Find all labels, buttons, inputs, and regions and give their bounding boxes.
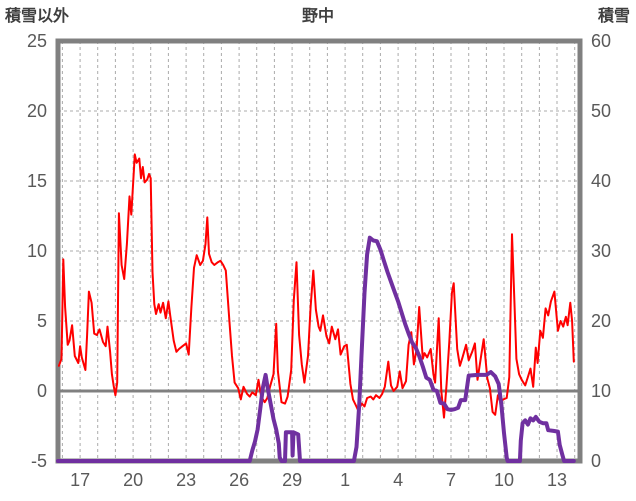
y-left-tick-label: 25: [27, 31, 47, 51]
y-left-tick-label: 20: [27, 101, 47, 121]
x-tick-label: 1: [340, 470, 350, 490]
y-right-tick-label: 20: [591, 311, 611, 331]
y-right-tick-label: 0: [591, 451, 601, 471]
y-left-tick-label: 15: [27, 171, 47, 191]
x-tick-label: 13: [547, 470, 567, 490]
left-axis-title: 積雪以外: [5, 8, 70, 25]
y-left-tick-label: 10: [27, 241, 47, 261]
non-snow-series-line: [57, 153, 575, 419]
y-right-tick-label: 50: [591, 101, 611, 121]
y-right-tick-label: 30: [591, 241, 611, 261]
y-left-tick-label: -5: [31, 451, 47, 471]
y-right-tick-label: 10: [591, 381, 611, 401]
y-right-tick-label: 60: [591, 31, 611, 51]
x-tick-label: 26: [229, 470, 249, 490]
x-tick-label: 7: [446, 470, 456, 490]
x-tick-label: 10: [494, 470, 514, 490]
x-tick-label: 17: [70, 470, 90, 490]
x-tick-label: 4: [393, 470, 403, 490]
y-left-tick-label: 5: [37, 311, 47, 331]
y-left-tick-label: 0: [37, 381, 47, 401]
page-title: 野中: [301, 8, 334, 25]
x-tick-label: 23: [176, 470, 196, 490]
x-tick-label: 29: [282, 470, 302, 490]
x-tick-label: 20: [123, 470, 143, 490]
y-right-tick-label: 40: [591, 171, 611, 191]
right-axis-title: 積雪: [597, 8, 630, 25]
snow-depth-series-line: [56, 235, 576, 463]
